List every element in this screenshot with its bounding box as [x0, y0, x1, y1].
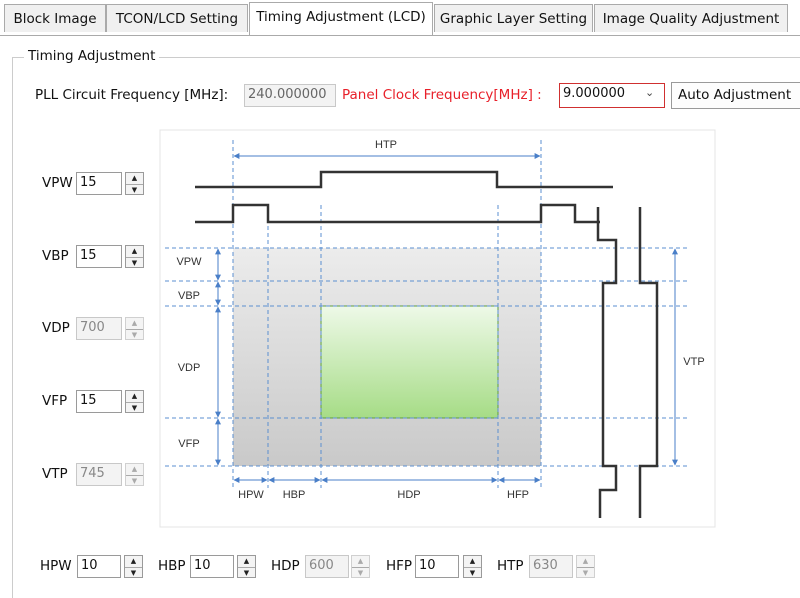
spinner-input: 600 — [305, 555, 349, 578]
vtp-label: VTP — [683, 356, 704, 368]
tab[interactable]: Timing Adjustment (LCD) — [249, 2, 433, 35]
pll-label: PLL Circuit Frequency [MHz]: — [35, 87, 229, 103]
panel-clock-combo[interactable]: 9.000000 — [559, 83, 665, 108]
tab[interactable]: Graphic Layer Setting — [434, 4, 593, 32]
spinner-input[interactable]: 10 — [77, 555, 121, 578]
hbp-label: HBP — [283, 489, 306, 501]
spin-down: ▼ — [131, 476, 138, 485]
spinner-label: VPW — [42, 175, 73, 191]
auto-adjust-button[interactable]: Auto Adjustment — [671, 82, 800, 109]
vdp-label: VDP — [178, 362, 201, 374]
spin-up: ▲ — [126, 464, 143, 476]
sync-signals — [195, 170, 659, 518]
spinner-label: VBP — [42, 248, 69, 264]
spinner-input: 700 — [76, 317, 122, 340]
spinner-input[interactable]: 10 — [415, 555, 459, 578]
spin-down[interactable]: ▼ — [131, 258, 138, 267]
spin-up[interactable]: ▲ — [126, 391, 143, 403]
panel-clock-label: Panel Clock Frequency[MHz] : — [342, 87, 542, 103]
tab-line — [0, 35, 800, 36]
spin-up[interactable]: ▲ — [125, 556, 142, 568]
spin-up: ▲ — [126, 318, 143, 330]
spin-up[interactable]: ▲ — [238, 556, 255, 568]
htp-label: HTP — [375, 139, 397, 151]
spin-down: ▼ — [131, 330, 138, 339]
spin-up: ▲ — [352, 556, 369, 568]
spin-up[interactable]: ▲ — [126, 246, 143, 258]
spin-down[interactable]: ▼ — [130, 568, 137, 577]
vfp-label: VFP — [178, 438, 199, 450]
spin-down[interactable]: ▼ — [131, 185, 138, 194]
spinner-buttons: ▲ ▼ — [125, 317, 144, 340]
spinner-buttons: ▲ ▼ — [351, 555, 370, 578]
spin-up[interactable]: ▲ — [126, 173, 143, 185]
dimension-arrows — [215, 153, 678, 483]
timing-diagram: HTP VPW VBP VDP VFP VTP HPW HBP HDP HFP — [159, 129, 716, 528]
hpw-label: HPW — [238, 489, 264, 501]
spinner-label: HDP — [271, 558, 300, 574]
pll-input: 240.000000 — [244, 84, 336, 107]
spinner-label: HBP — [158, 558, 186, 574]
spinner-input[interactable]: 15 — [76, 245, 122, 268]
spinner-input[interactable]: 15 — [76, 390, 122, 413]
spinner-buttons: ▲ ▼ — [125, 463, 144, 486]
spinner-input[interactable]: 15 — [76, 172, 122, 195]
spin-up[interactable]: ▲ — [464, 556, 481, 568]
display-area — [320, 305, 499, 419]
spinner-input[interactable]: 10 — [190, 555, 234, 578]
spinner-label: HPW — [40, 558, 72, 574]
hdp-label: HDP — [397, 489, 420, 501]
spinner-buttons[interactable]: ▲ ▼ — [463, 555, 482, 578]
guide-lines — [165, 140, 690, 488]
spinner-buttons[interactable]: ▲ ▼ — [125, 390, 144, 413]
tab[interactable]: TCON/LCD Setting — [106, 4, 248, 32]
tab[interactable]: Block Image — [4, 4, 106, 32]
spinner-label: HFP — [386, 558, 413, 574]
tab[interactable]: Image Quality Adjustment — [594, 4, 788, 32]
group-frame — [12, 57, 800, 598]
spinner-buttons[interactable]: ▲ ▼ — [237, 555, 256, 578]
spinner-label: VDP — [42, 320, 70, 336]
spinner-label: VTP — [42, 466, 68, 482]
combo-arrow: ⌄ — [645, 86, 655, 99]
spinner-buttons[interactable]: ▲ ▼ — [125, 245, 144, 268]
spin-down[interactable]: ▼ — [469, 568, 476, 577]
spinner-buttons[interactable]: ▲ ▼ — [125, 172, 144, 195]
spinner-buttons[interactable]: ▲ ▼ — [124, 555, 143, 578]
spinner-input: 630 — [529, 555, 573, 578]
hfp-label: HFP — [507, 489, 529, 501]
spin-up: ▲ — [577, 556, 594, 568]
spin-down: ▼ — [357, 568, 364, 577]
group-title: Timing Adjustment — [24, 48, 160, 64]
spin-down[interactable]: ▼ — [243, 568, 250, 577]
spinner-label: VFP — [42, 393, 68, 409]
spinner-label: HTP — [497, 558, 524, 574]
spin-down[interactable]: ▼ — [131, 403, 138, 412]
spin-down: ▼ — [582, 568, 589, 577]
spinner-input: 745 — [76, 463, 122, 486]
vpw-label: VPW — [176, 256, 202, 268]
vbp-label: VBP — [178, 290, 200, 302]
spinner-buttons: ▲ ▼ — [576, 555, 595, 578]
